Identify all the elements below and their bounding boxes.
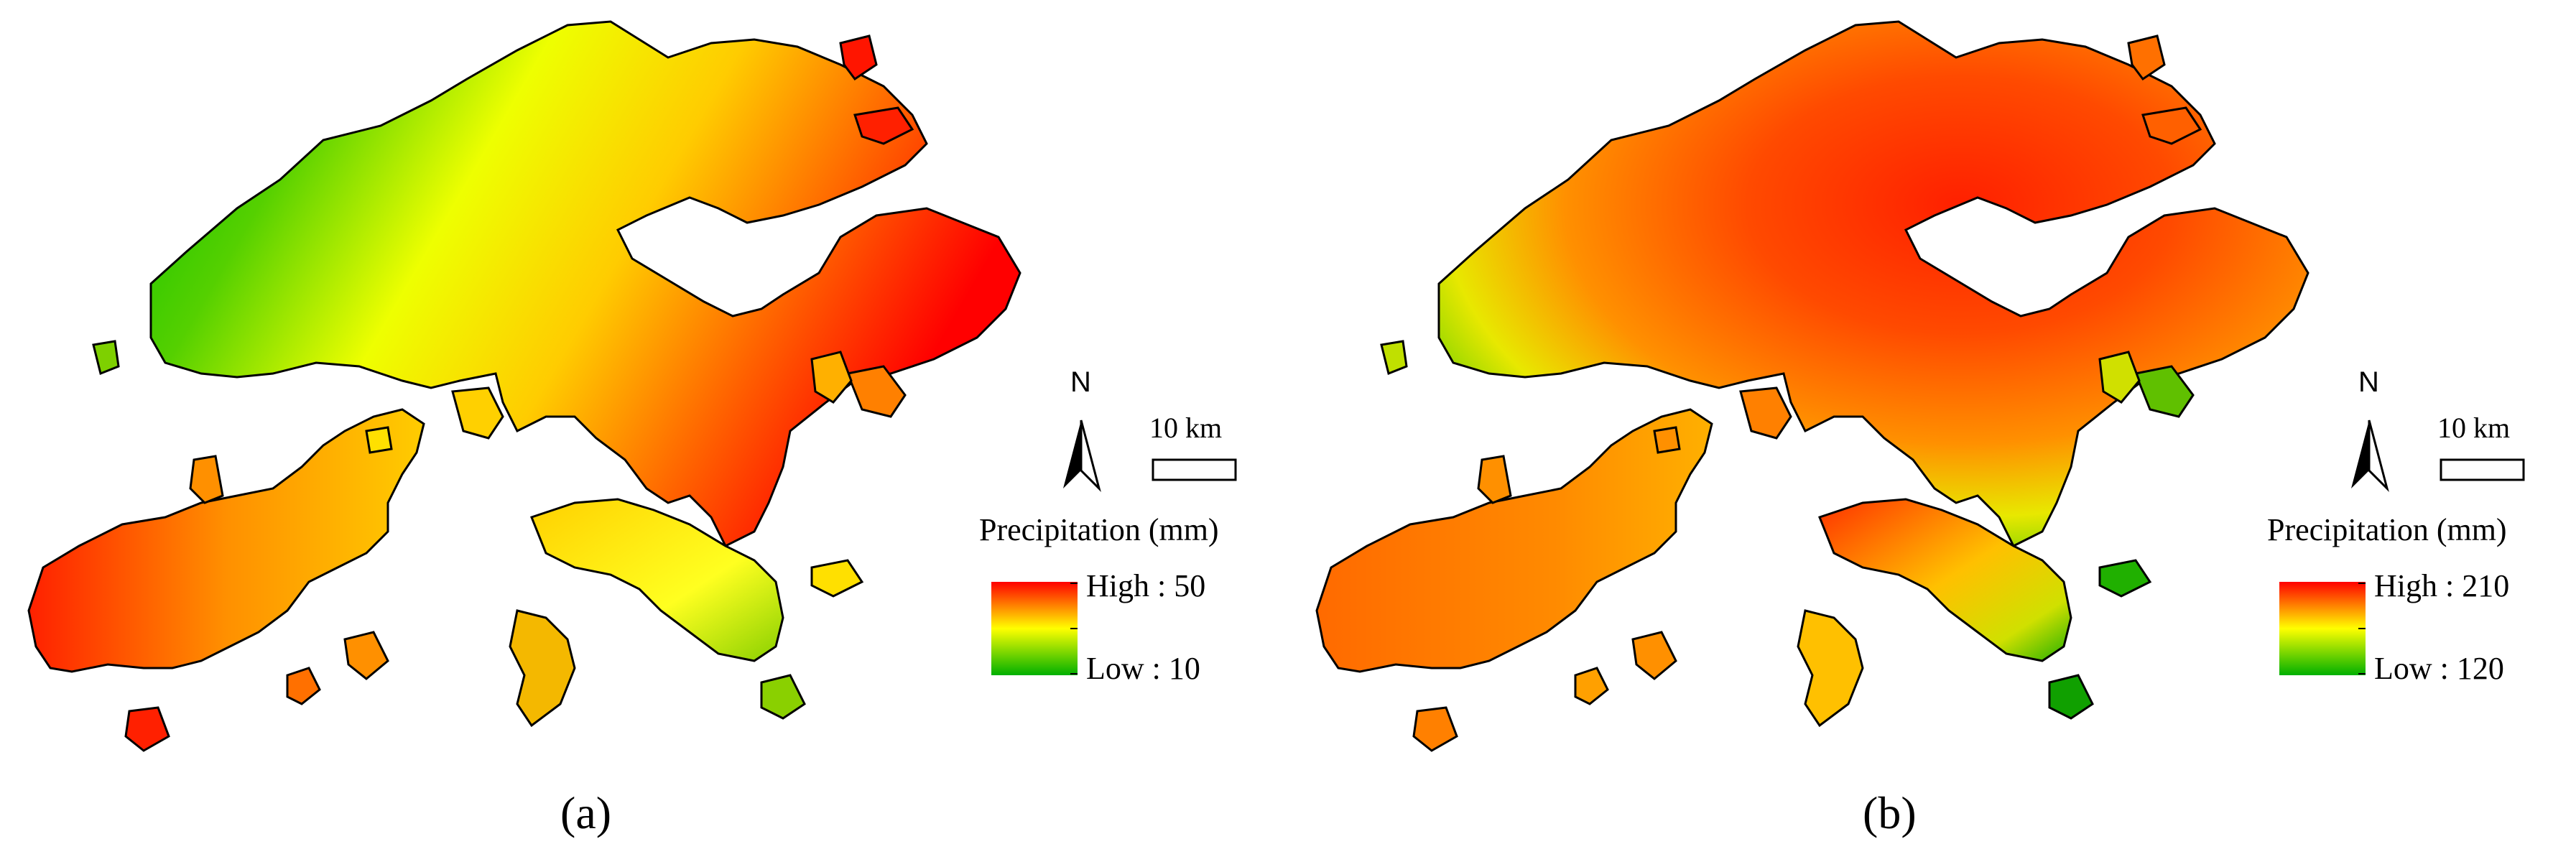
island-b-12 [1380,340,1408,376]
island-a-10 [810,559,864,598]
scale-bar-label-a: 10 km [1149,412,1223,444]
island-a-8 [343,631,389,680]
north-label-a: N [1070,366,1091,398]
island-a-9 [124,706,170,752]
island-a-1 [839,34,878,81]
north-arrow-icon [1063,420,1101,492]
legend-high-a: High : 50 [1086,568,1206,603]
island-a-4 [451,386,504,440]
precipitation-map-a [27,20,1237,752]
scale-bar-b [2440,458,2525,481]
island-a-5 [810,351,853,404]
legend-title-b: Precipitation (mm) [2267,512,2507,547]
north-label-b: N [2358,366,2379,398]
island-b-9 [1412,706,1458,752]
lantau-island-b [1315,408,1713,673]
legend-ramp-a [991,582,1078,675]
island-b-7 [1574,667,1609,705]
island-b-5 [2098,351,2141,404]
lantau-island-a [27,408,425,673]
island-a-6 [189,455,224,504]
island-a-11 [760,674,806,720]
island-b-2 [2141,106,2202,145]
scale-bar-label-b: 10 km [2437,412,2511,444]
legend-ramp-b [2279,582,2366,675]
island-b-4 [1739,386,1792,440]
lamma-island-a [509,609,576,728]
island-a-2 [853,106,914,145]
map-panel-a: N 10 km Precipitation (mm) High : 50 Low… [27,20,1237,838]
north-arrow-icon [2351,420,2389,492]
island-b-1 [2127,34,2166,81]
island-b-13 [1653,426,1681,454]
map-panel-b: N 10 km Precipitation (mm) High : 210 Lo… [1288,0,2576,862]
island-a-3 [845,365,907,418]
lamma-island-b [1797,609,1864,728]
mainland-region-a [149,20,1021,548]
panel-caption-b: (b) [1863,787,1917,838]
island-b-11 [2048,674,2094,720]
legend-low-b: Low : 120 [2374,651,2504,686]
precipitation-map-b [1315,20,2525,752]
island-a-13 [365,426,393,454]
island-a-7 [286,667,321,705]
mainland-region-b [1437,20,2309,548]
legend-low-a: Low : 10 [1086,651,1200,686]
hk-island-b [1818,498,2072,662]
scale-bar-a [1152,458,1237,481]
panel-caption-a: (a) [560,787,612,838]
legend-title-a: Precipitation (mm) [979,512,1219,547]
island-a-12 [92,340,120,376]
island-b-10 [2098,559,2152,598]
hk-island-a [530,498,784,662]
island-b-6 [1477,455,1512,504]
island-b-8 [1631,631,1677,680]
legend-high-b: High : 210 [2374,568,2510,603]
island-b-3 [2133,365,2195,418]
